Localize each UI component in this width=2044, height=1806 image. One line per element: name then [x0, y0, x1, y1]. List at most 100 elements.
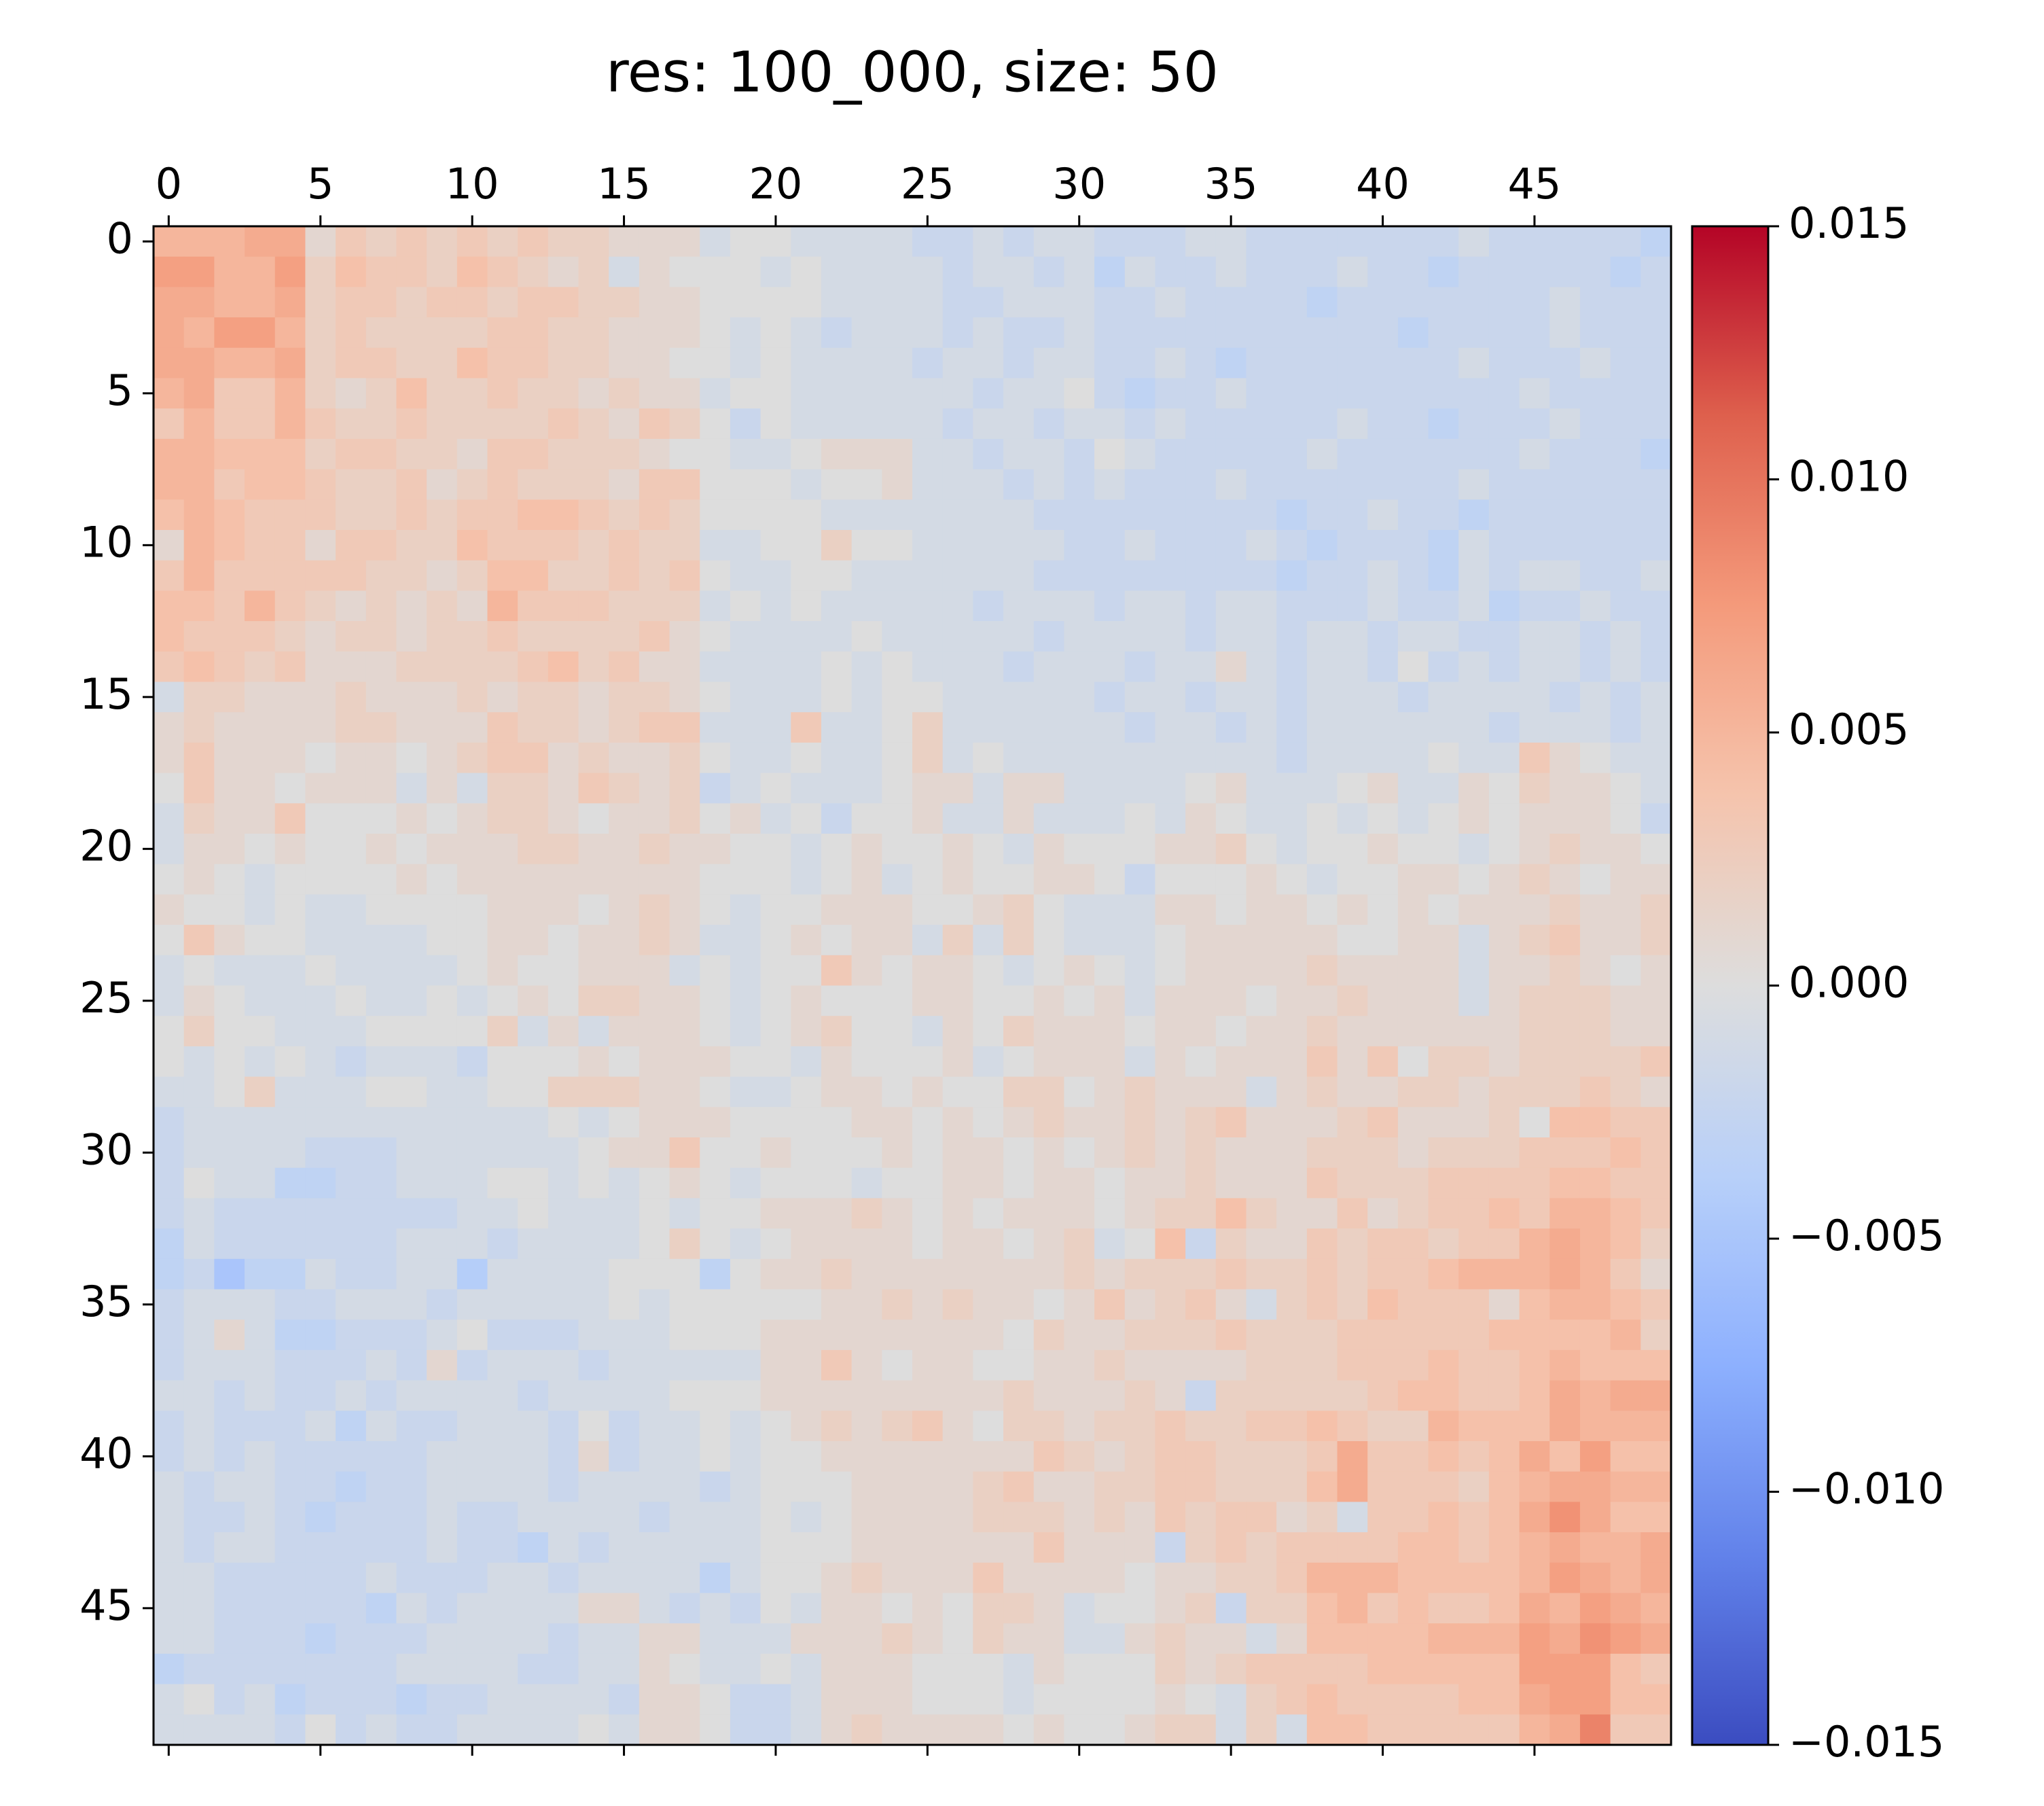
cell — [730, 1107, 761, 1138]
cell — [942, 226, 973, 258]
y-tick-label: 0 — [107, 213, 133, 263]
cell — [336, 1076, 367, 1108]
cell — [1276, 1653, 1308, 1685]
cell — [214, 408, 245, 440]
cell — [1185, 530, 1217, 561]
cell — [973, 590, 1004, 622]
cell — [730, 1471, 761, 1502]
cell — [183, 317, 215, 349]
cell — [851, 347, 882, 379]
cell — [791, 1653, 822, 1685]
cell — [1064, 834, 1095, 865]
cell — [1306, 1380, 1338, 1411]
cell — [1519, 1684, 1550, 1715]
cell — [274, 560, 306, 591]
cell — [1033, 1471, 1064, 1502]
cell — [1003, 1532, 1035, 1563]
cell — [1397, 1016, 1429, 1047]
cell — [1549, 681, 1581, 713]
cell — [548, 1320, 579, 1351]
cell — [942, 955, 973, 987]
cell — [1458, 834, 1490, 865]
cell — [912, 499, 944, 531]
cell — [1397, 985, 1429, 1016]
cell — [669, 1380, 700, 1411]
cell — [305, 1471, 336, 1502]
cell — [245, 1684, 276, 1715]
cell — [427, 621, 458, 652]
cell — [1337, 742, 1368, 774]
cell — [912, 1107, 944, 1138]
cell — [669, 1684, 700, 1715]
cell — [336, 1471, 367, 1502]
cell — [1579, 1623, 1611, 1654]
cell — [669, 590, 700, 622]
cell — [1610, 1016, 1641, 1047]
cell — [518, 1441, 549, 1472]
cell — [1064, 1198, 1095, 1229]
cell — [1397, 1137, 1429, 1169]
cell — [456, 1562, 488, 1594]
cell — [456, 590, 488, 622]
cell — [942, 1167, 973, 1199]
cell — [730, 1593, 761, 1624]
cell — [1185, 1653, 1217, 1685]
cell — [912, 560, 944, 591]
cell — [427, 530, 458, 561]
cell — [1337, 530, 1368, 561]
cell — [456, 1228, 488, 1260]
cell — [183, 438, 215, 470]
cell — [1397, 834, 1429, 865]
cell — [396, 560, 427, 591]
cell — [821, 894, 853, 925]
cell — [1155, 1107, 1186, 1138]
cell — [1003, 287, 1035, 318]
cell — [851, 1593, 882, 1624]
cell — [1579, 1198, 1611, 1229]
cell — [1276, 438, 1308, 470]
cell — [609, 834, 640, 865]
cell — [1155, 1046, 1186, 1078]
cell — [154, 1228, 185, 1260]
cell — [1579, 560, 1611, 591]
cell — [1579, 621, 1611, 652]
cell — [1579, 1593, 1611, 1624]
cell — [942, 560, 973, 591]
cell — [1003, 1562, 1035, 1594]
cell — [548, 1258, 579, 1290]
cell — [791, 256, 822, 287]
cell — [1640, 1714, 1672, 1746]
cell — [1215, 1016, 1247, 1047]
colorbar-tick-label: −0.015 — [1789, 1717, 1944, 1767]
cell — [609, 347, 640, 379]
cell — [1458, 1441, 1490, 1472]
cell — [912, 1016, 944, 1047]
cell — [700, 985, 731, 1016]
cell — [336, 317, 367, 349]
cell — [973, 985, 1004, 1016]
cell — [1428, 499, 1459, 531]
cell — [548, 317, 579, 349]
cell — [760, 1441, 791, 1472]
cell — [1458, 651, 1490, 683]
cell — [487, 378, 518, 409]
cell — [456, 955, 488, 987]
cell — [365, 469, 397, 500]
cell — [487, 1684, 518, 1715]
cell — [396, 1714, 427, 1746]
cell — [1640, 773, 1672, 804]
cell — [1215, 1411, 1247, 1442]
cell — [245, 287, 276, 318]
cell — [669, 1107, 700, 1138]
cell — [1094, 773, 1126, 804]
cell — [1640, 742, 1672, 774]
cell — [1397, 1411, 1429, 1442]
cell — [1397, 1076, 1429, 1108]
cell — [730, 1441, 761, 1472]
cell — [1306, 1289, 1338, 1320]
cell — [1064, 651, 1095, 683]
cell — [821, 651, 853, 683]
cell — [912, 742, 944, 774]
cell — [942, 864, 973, 895]
cell — [700, 712, 731, 743]
